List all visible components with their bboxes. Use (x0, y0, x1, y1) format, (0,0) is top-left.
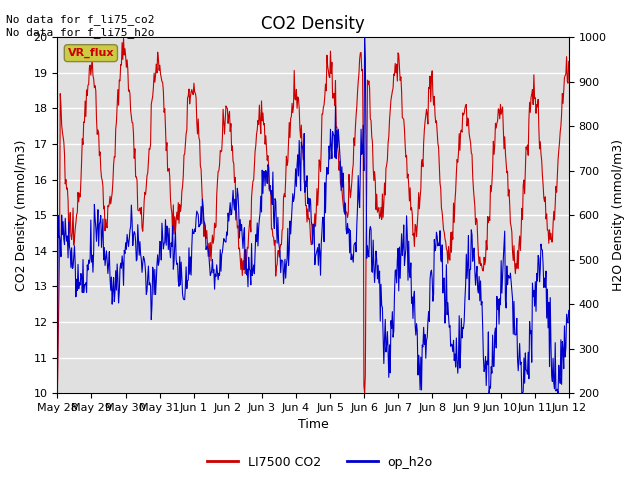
Text: No data for f_li75_co2
No data for f_li75_h2o: No data for f_li75_co2 No data for f_li7… (6, 14, 155, 38)
Y-axis label: H2O Density (mmol/m3): H2O Density (mmol/m3) (612, 139, 625, 291)
X-axis label: Time: Time (298, 419, 328, 432)
Y-axis label: CO2 Density (mmol/m3): CO2 Density (mmol/m3) (15, 140, 28, 291)
Title: CO2 Density: CO2 Density (261, 15, 365, 33)
Text: VR_flux: VR_flux (68, 48, 114, 58)
Legend: LI7500 CO2, op_h2o: LI7500 CO2, op_h2o (202, 451, 438, 474)
